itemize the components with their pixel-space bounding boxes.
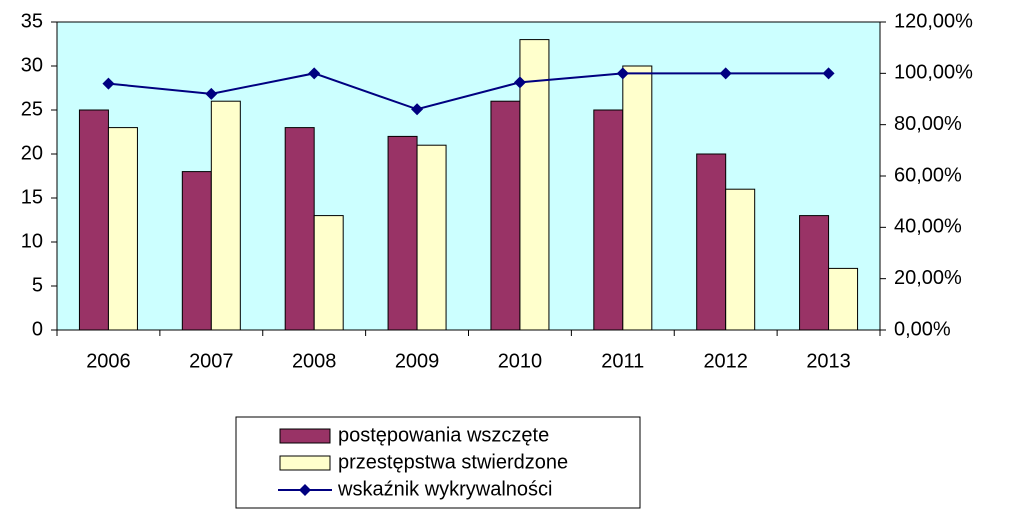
legend-swatch bbox=[279, 428, 331, 444]
bar bbox=[490, 100, 521, 331]
y2-tick-label: 60,00% bbox=[894, 164, 962, 186]
y-tick-label: 0 bbox=[32, 318, 43, 340]
bar bbox=[107, 127, 138, 331]
bar bbox=[284, 127, 315, 331]
bar bbox=[799, 215, 830, 331]
bar bbox=[696, 153, 727, 331]
bar bbox=[828, 267, 859, 331]
x-tick-label: 2011 bbox=[601, 350, 644, 372]
bar bbox=[622, 65, 653, 331]
line-marker bbox=[102, 77, 115, 90]
line-marker bbox=[616, 67, 629, 80]
x-tick-label: 2007 bbox=[189, 350, 234, 372]
bar bbox=[725, 188, 756, 331]
line-marker bbox=[719, 67, 732, 80]
y-tick-label: 20 bbox=[21, 142, 43, 164]
x-tick-label: 2006 bbox=[86, 350, 131, 372]
bar bbox=[416, 144, 447, 331]
line-marker bbox=[822, 67, 835, 80]
legend-swatch bbox=[279, 455, 331, 471]
plot-area bbox=[56, 21, 881, 331]
y-tick-label: 10 bbox=[21, 230, 43, 252]
bar bbox=[181, 171, 212, 331]
y2-tick-label: 40,00% bbox=[894, 216, 962, 238]
bar bbox=[210, 100, 241, 331]
x-tick-label: 2008 bbox=[292, 350, 337, 372]
bar bbox=[519, 39, 550, 331]
line-series bbox=[108, 72, 829, 111]
line-marker bbox=[513, 76, 526, 89]
x-tick-label: 2012 bbox=[703, 350, 748, 372]
bar bbox=[78, 109, 109, 331]
bar bbox=[593, 109, 624, 331]
y-tick-label: 35 bbox=[21, 10, 43, 32]
line-marker bbox=[308, 67, 321, 80]
y2-tick-label: 100,00% bbox=[894, 62, 973, 84]
line-marker bbox=[411, 103, 424, 116]
x-tick-label: 2010 bbox=[498, 350, 543, 372]
x-tick-label: 2009 bbox=[395, 350, 440, 372]
bar bbox=[313, 215, 344, 331]
y-tick-label: 15 bbox=[21, 186, 43, 208]
legend-label: postępowania wszczęte bbox=[338, 424, 549, 446]
line-marker bbox=[205, 87, 218, 100]
bar bbox=[387, 135, 418, 331]
y-tick-label: 30 bbox=[21, 54, 43, 76]
y-tick-label: 25 bbox=[21, 98, 43, 120]
legend-label: wskaźnik wykrywalności bbox=[337, 478, 553, 500]
y2-tick-label: 120,00% bbox=[894, 10, 973, 32]
legend-swatch bbox=[299, 484, 311, 496]
x-tick-label: 2013 bbox=[806, 350, 851, 372]
y2-tick-label: 0,00% bbox=[894, 318, 951, 340]
legend-label: przestępstwa stwierdzone bbox=[338, 451, 568, 473]
y2-tick-label: 20,00% bbox=[894, 267, 962, 289]
y-tick-label: 5 bbox=[32, 274, 43, 296]
y2-tick-label: 80,00% bbox=[894, 113, 962, 135]
